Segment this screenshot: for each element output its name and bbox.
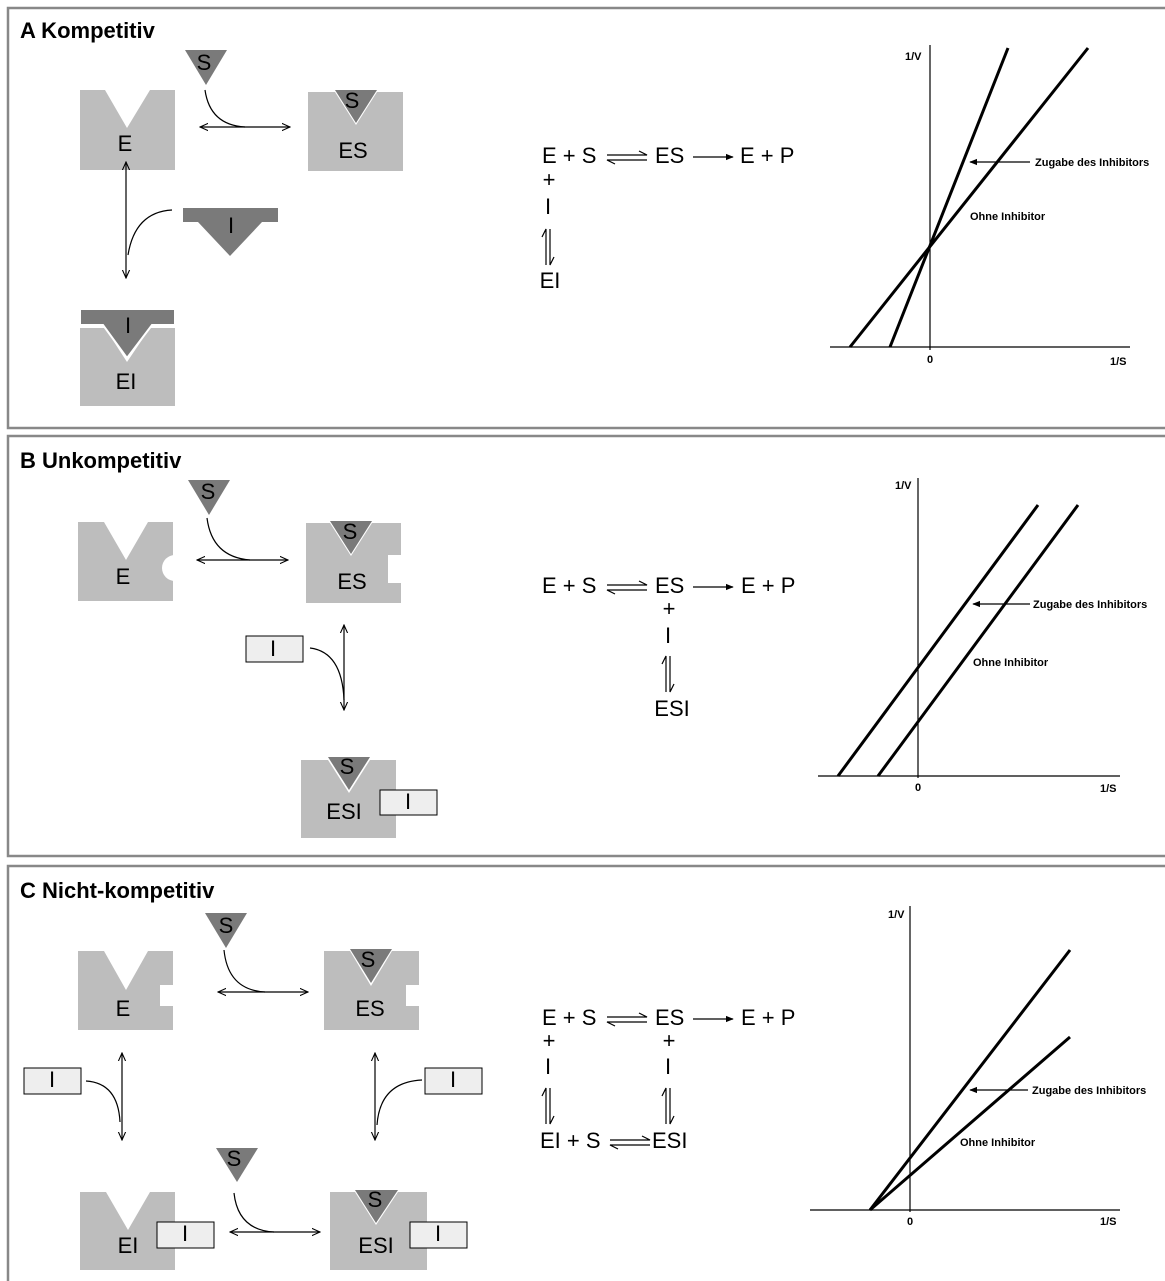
substrate-label: S bbox=[227, 1146, 242, 1171]
substrate-label: S bbox=[361, 947, 376, 972]
scheme-text: E + P bbox=[741, 1005, 795, 1030]
substrate-label: S bbox=[201, 479, 216, 504]
complex-label: ESI bbox=[326, 799, 361, 824]
panel-frame bbox=[8, 866, 1165, 1281]
enzyme-label: E bbox=[116, 996, 131, 1021]
figure: A Kompetitiv E S S ES I I EI E + S ES E … bbox=[0, 0, 1165, 1281]
curve-arrow bbox=[310, 648, 344, 700]
y-axis-label: 1/V bbox=[888, 909, 905, 921]
annotation: Zugabe des Inhibitors bbox=[1032, 1085, 1146, 1097]
scheme-text: E + S bbox=[542, 143, 596, 168]
enzyme-label: E bbox=[116, 564, 131, 589]
annotation: Zugabe des Inhibitors bbox=[1033, 599, 1147, 611]
enzyme-label: E bbox=[118, 131, 133, 156]
y-axis-label: 1/V bbox=[905, 51, 922, 63]
scheme-text: E + P bbox=[740, 143, 794, 168]
annotation: Zugabe des Inhibitors bbox=[1035, 157, 1149, 169]
substrate-label: S bbox=[368, 1187, 383, 1212]
x-axis-label: 1/S bbox=[1100, 1216, 1117, 1228]
enzyme bbox=[78, 522, 173, 601]
panel-title: B Unkompetitiv bbox=[20, 448, 182, 473]
plot-line bbox=[850, 48, 1088, 347]
inhibitor-label: I bbox=[450, 1067, 456, 1092]
equilibrium-arrow bbox=[542, 1088, 554, 1124]
substrate-label: S bbox=[219, 913, 234, 938]
scheme-text: E + S bbox=[542, 573, 596, 598]
complex-label: ES bbox=[355, 996, 384, 1021]
curve-arrow bbox=[86, 1081, 120, 1122]
panel-b: B Unkompetitiv E S S ES I S ESI I E + S … bbox=[8, 436, 1165, 856]
panel-a: A Kompetitiv E S S ES I I EI E + S ES E … bbox=[8, 8, 1165, 428]
inhibitor-label: I bbox=[182, 1221, 188, 1246]
origin-label: 0 bbox=[907, 1216, 913, 1228]
scheme-text: EI bbox=[540, 268, 561, 293]
curve-arrow bbox=[377, 1080, 422, 1125]
scheme-text: E + S bbox=[542, 1005, 596, 1030]
complex-label: EI bbox=[116, 369, 137, 394]
curve-arrow bbox=[224, 950, 265, 992]
plot-line bbox=[870, 1037, 1070, 1210]
binding-site bbox=[162, 555, 188, 581]
equilibrium-arrow bbox=[662, 656, 674, 692]
inhibitor-label: I bbox=[49, 1067, 55, 1092]
panel-title: A Kompetitiv bbox=[20, 18, 156, 43]
substrate-label: S bbox=[345, 88, 360, 113]
scheme-text: I bbox=[665, 1054, 671, 1079]
annotation: Ohne Inhibitor bbox=[973, 657, 1049, 669]
plot-line bbox=[870, 950, 1070, 1210]
plot-line bbox=[838, 505, 1038, 776]
complex-label: EI bbox=[118, 1233, 139, 1258]
inhibitor-label: I bbox=[125, 313, 131, 338]
curve-arrow bbox=[128, 210, 172, 255]
plot-line bbox=[878, 505, 1078, 776]
scheme-text: I bbox=[545, 194, 551, 219]
scheme-text: I bbox=[545, 1054, 551, 1079]
complex-label: ES bbox=[337, 569, 366, 594]
scheme-text: + bbox=[543, 1028, 556, 1053]
substrate-label: S bbox=[343, 519, 358, 544]
scheme-text: ES bbox=[655, 1005, 684, 1030]
scheme-text: ESI bbox=[652, 1128, 687, 1153]
scheme-text: EI + S bbox=[540, 1128, 601, 1153]
panel-frame bbox=[8, 436, 1165, 856]
scheme-text: ES bbox=[655, 573, 684, 598]
annotation: Ohne Inhibitor bbox=[960, 1137, 1036, 1149]
inhibitor-label: I bbox=[435, 1221, 441, 1246]
scheme-text: ES bbox=[655, 143, 684, 168]
scheme-text: ESI bbox=[654, 696, 689, 721]
origin-label: 0 bbox=[915, 782, 921, 794]
scheme-text: + bbox=[543, 167, 556, 192]
panel-c: C Nicht-kompetitiv E S S ES I I S EI I S… bbox=[8, 866, 1165, 1281]
equilibrium-arrow bbox=[607, 581, 647, 594]
scheme-text: E + P bbox=[741, 573, 795, 598]
curve-arrow bbox=[234, 1193, 274, 1232]
equilibrium-arrow bbox=[607, 1013, 647, 1026]
scheme-text: + bbox=[663, 1028, 676, 1053]
inhibitor-label: I bbox=[270, 636, 276, 661]
x-axis-label: 1/S bbox=[1110, 356, 1127, 368]
inhibitor-label: I bbox=[405, 789, 411, 814]
x-axis-label: 1/S bbox=[1100, 783, 1117, 795]
equilibrium-arrow bbox=[542, 229, 554, 265]
curve-arrow bbox=[205, 90, 245, 127]
substrate-label: S bbox=[197, 50, 212, 75]
panel-title: C Nicht-kompetitiv bbox=[20, 878, 215, 903]
equilibrium-arrow bbox=[610, 1136, 650, 1149]
annotation: Ohne Inhibitor bbox=[970, 211, 1046, 223]
inhibitor-label: I bbox=[228, 213, 234, 238]
substrate-label: S bbox=[340, 754, 355, 779]
y-axis-label: 1/V bbox=[895, 480, 912, 492]
curve-arrow bbox=[207, 518, 250, 560]
scheme-text: I bbox=[665, 623, 671, 648]
scheme-text: + bbox=[663, 596, 676, 621]
origin-label: 0 bbox=[927, 354, 933, 366]
equilibrium-arrow bbox=[607, 151, 647, 164]
equilibrium-arrow bbox=[662, 1088, 674, 1124]
complex-label: ES bbox=[338, 138, 367, 163]
complex-label: ESI bbox=[358, 1233, 393, 1258]
plot-line bbox=[890, 48, 1008, 347]
